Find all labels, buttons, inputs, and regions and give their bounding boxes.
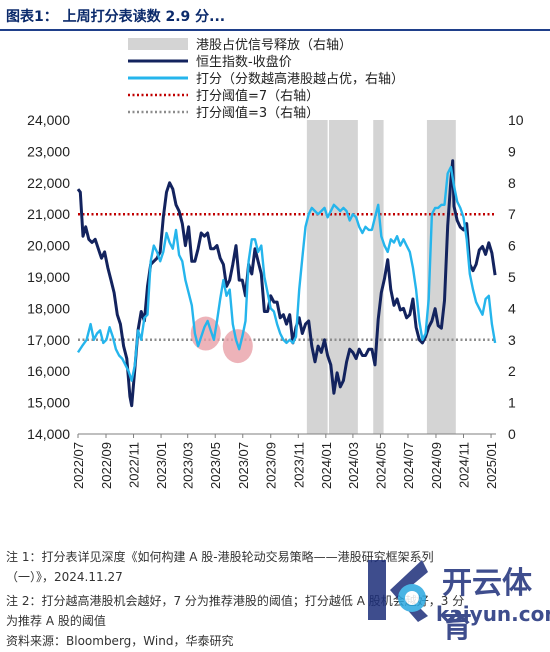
right-tick-label: 4 <box>508 300 516 316</box>
right-tick-label: 7 <box>508 206 516 222</box>
legend-label-thresh7: 打分阈值=7（右轴） <box>196 88 319 104</box>
watermark-brand: 开云体育 <box>442 566 532 645</box>
right-tick-label: 0 <box>508 426 516 442</box>
title-divider <box>0 29 550 31</box>
x-tick-label: 2023/01 <box>154 442 169 489</box>
threshold-lines <box>78 212 496 342</box>
x-tick-label: 2023/07 <box>236 442 251 489</box>
left-tick-label: 21,000 <box>27 206 70 222</box>
legend-swatch-shade <box>128 38 188 50</box>
right-tick-label: 5 <box>508 269 516 285</box>
watermark: 开云体育 kaiyun.com <box>356 546 550 645</box>
shade-period-2 <box>373 120 384 434</box>
chart: 14,000 15,000 16,000 17,000 18,000 19,000 20,0… <box>27 38 524 489</box>
legend-label-thresh3: 打分阈值=3（右轴） <box>196 105 319 121</box>
source-note: 资料来源：Bloomberg，Wind，华泰研究 <box>6 634 234 648</box>
hsi-close-line <box>76 159 497 408</box>
chart-title: 图表1： 上周打分表读数 2.9 分... <box>6 9 226 25</box>
legend-label-hsi: 恒生指数-收盘价 <box>196 54 292 70</box>
x-tick-label: 2024/11 <box>457 442 472 488</box>
x-tick-label: 2024/01 <box>319 442 334 489</box>
right-tick-label: 8 <box>508 175 516 191</box>
x-tick-label: 2024/05 <box>373 442 388 489</box>
x-tick-label: 2024/03 <box>346 442 361 489</box>
title-bar: 图表1： 上周打分表读数 2.9 分... <box>0 0 550 31</box>
note-2-line-2: 为推荐 A 股的阈值 <box>6 614 106 628</box>
shaded-signal-periods <box>306 120 456 434</box>
left-axis-ticks: 14,000 15,000 16,000 17,000 18,000 19,000 20,0… <box>27 112 70 442</box>
left-tick-label: 16,000 <box>27 363 70 379</box>
x-tick-label: 2024/09 <box>429 442 444 489</box>
left-tick-label: 15,000 <box>27 395 70 411</box>
x-tick-label: 2022/07 <box>71 442 86 489</box>
score-line <box>76 165 497 382</box>
shade-period-0 <box>306 120 328 434</box>
watermark-logo-icon <box>368 560 428 622</box>
right-tick-label: 2 <box>508 363 516 379</box>
x-tick-label: 2023/05 <box>208 442 223 489</box>
note-1-line-2: （一）》，2024.11.27 <box>6 570 123 584</box>
right-tick-label: 6 <box>508 238 516 254</box>
left-tick-label: 22,000 <box>27 175 70 191</box>
x-tick-label: 2025/01 <box>484 442 499 489</box>
legend-label-score: 打分（分数越高港股越占优，右轴） <box>196 71 404 87</box>
left-tick-label: 14,000 <box>27 426 70 442</box>
right-tick-label: 1 <box>508 395 516 411</box>
left-tick-label: 17,000 <box>27 332 70 348</box>
x-tick-label: 2023/09 <box>264 442 279 489</box>
series-lines <box>76 159 497 408</box>
left-tick-label: 19,000 <box>27 269 70 285</box>
x-tick-label: 2023/03 <box>181 442 196 489</box>
left-tick-label: 24,000 <box>27 112 70 128</box>
left-tick-label: 18,000 <box>27 300 70 316</box>
right-axis-ticks: 0 1 2 3 4 5 6 7 8 9 10 <box>508 112 524 442</box>
x-tick-label: 2022/11 <box>127 442 142 488</box>
x-axis-ticks: 2022/07 2022/09 2022/11 2023/01 2023/03 2023/… <box>71 434 499 489</box>
note-2-line-1: 注 2：打分越高港股机会越好，7 分为推荐港股的阈值；打分越低 A 股机会越好，… <box>6 594 465 608</box>
left-tick-label: 20,000 <box>27 238 70 254</box>
legend: 港股占优信号释放（右轴）恒生指数-收盘价打分（分数越高港股越占优，右轴）打分阈值… <box>128 38 404 121</box>
right-tick-label: 10 <box>508 112 524 128</box>
x-tick-label: 2024/07 <box>401 442 416 489</box>
x-tick-label: 2022/09 <box>99 442 114 489</box>
right-tick-label: 9 <box>508 143 516 159</box>
legend-label-shade: 港股占优信号释放（右轴） <box>196 38 352 53</box>
left-tick-label: 23,000 <box>27 143 70 159</box>
watermark-url: kaiyun.com <box>436 602 550 626</box>
x-tick-label: 2023/11 <box>291 442 306 488</box>
note-1-line-1: 注 1：打分表详见深度《如何构建 A 股-港股轮动交易策略——港股研究框架系列 <box>6 550 434 564</box>
right-tick-label: 3 <box>508 332 516 348</box>
